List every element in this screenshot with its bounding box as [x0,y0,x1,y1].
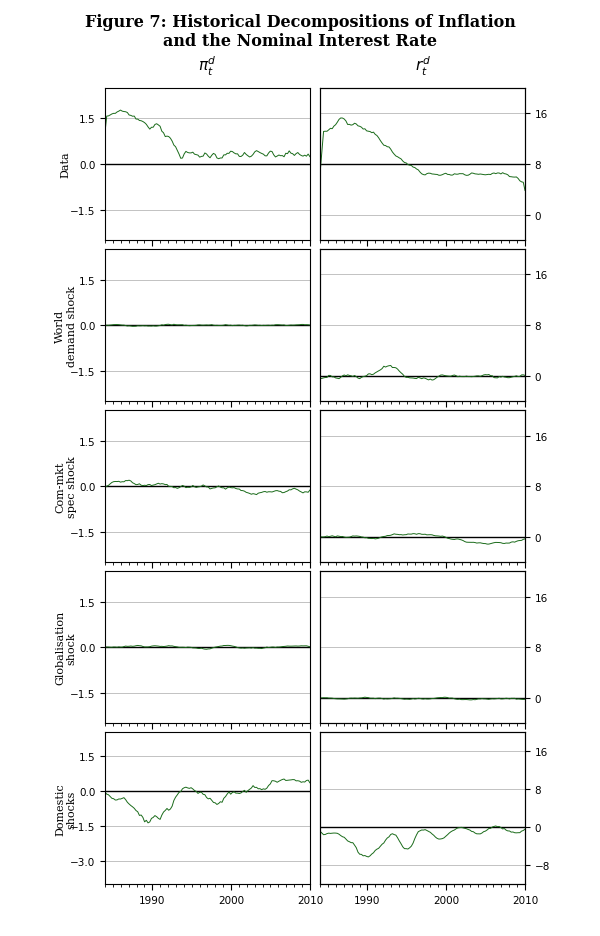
Y-axis label: Globalisation
shock: Globalisation shock [55,610,77,685]
Text: $r_t^d$: $r_t^d$ [415,54,431,78]
Text: $\pi_t^d$: $\pi_t^d$ [198,54,217,78]
Text: and the Nominal Interest Rate: and the Nominal Interest Rate [163,33,437,50]
Y-axis label: Domestic
shocks: Domestic shocks [55,782,77,835]
Text: Figure 7: Historical Decompositions of Inflation: Figure 7: Historical Decompositions of I… [85,14,515,31]
Y-axis label: Data: Data [61,152,71,178]
Y-axis label: World
demand shock: World demand shock [55,285,77,366]
Y-axis label: Com-mkt
spec shock: Com-mkt spec shock [55,456,77,518]
